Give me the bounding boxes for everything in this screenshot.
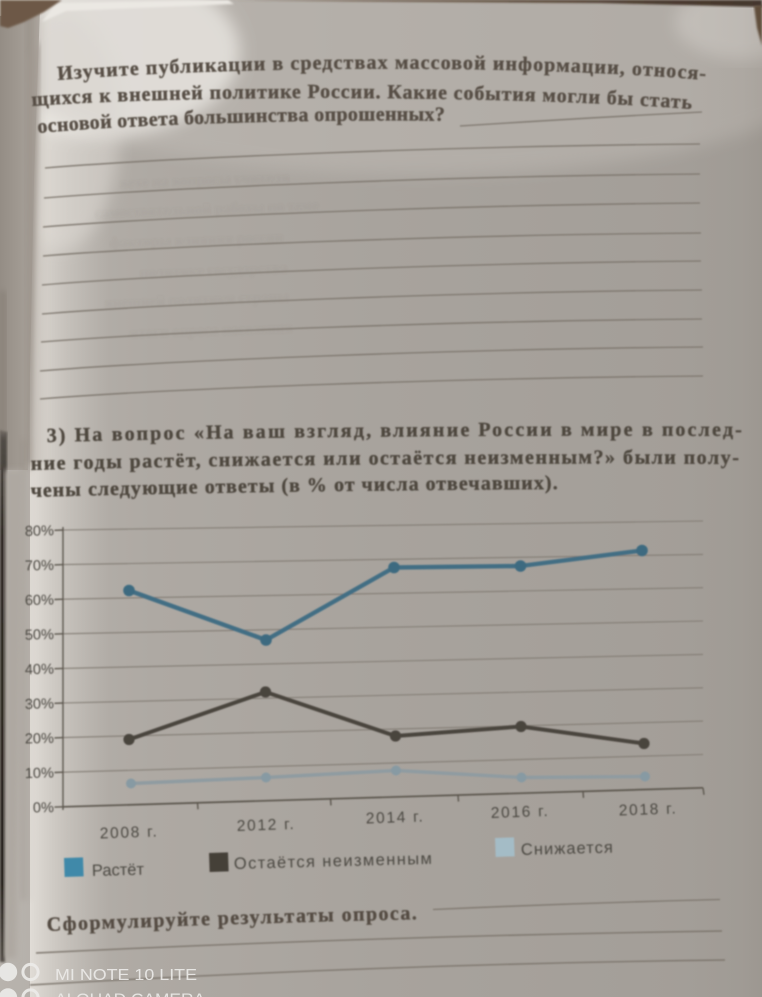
svg-text:MI NOTE 10 LITE: MI NOTE 10 LITE [55,967,197,984]
svg-text:AI QUAD CAMERA: AI QUAD CAMERA [55,992,205,997]
svg-text:2012 г.: 2012 г. [237,816,295,835]
svg-text:60%: 60% [25,592,55,609]
svg-text:50%: 50% [25,627,55,644]
svg-text:Растёт: Растёт [92,861,145,880]
svg-text:10%: 10% [25,765,55,782]
svg-text:Снижается: Снижается [521,839,613,859]
svg-text:2008 г.: 2008 г. [100,824,158,843]
svg-text:2018 г.: 2018 г. [619,801,677,820]
svg-text:2016 г.: 2016 г. [491,803,549,822]
svg-text:30%: 30% [25,696,55,713]
svg-text:40%: 40% [25,662,55,679]
svg-text:20%: 20% [25,731,55,748]
svg-text:2014 г.: 2014 г. [366,809,424,828]
svg-text:70%: 70% [25,558,55,575]
svg-text:0%: 0% [33,800,54,817]
svg-text:самостоятельной работы по теме: самостоятельной работы по теме [95,198,320,222]
svg-text:итоги опроса населения: итоги опроса населения [130,320,293,342]
svg-text:80%: 80% [25,523,55,540]
svg-text:факторы влияния россии: факторы влияния россии [110,230,284,252]
svg-text:Остаётся неизменным: Остаётся неизменным [234,850,432,873]
